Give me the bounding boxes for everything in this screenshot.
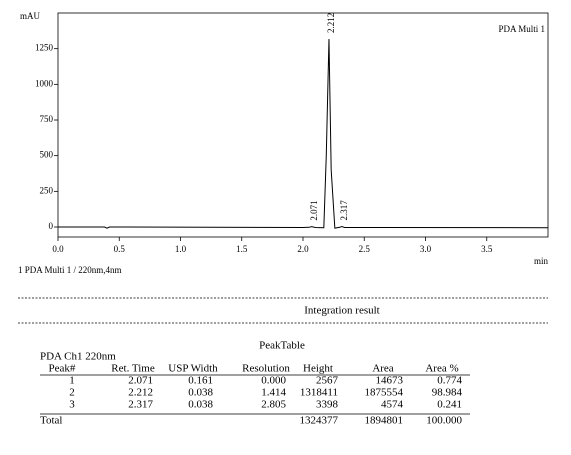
x-tick-label: 0.0 [52, 244, 64, 254]
y-tick-label: 1250 [35, 43, 54, 53]
table-cell: 2567 [316, 375, 339, 387]
table-cell: 14673 [376, 375, 404, 387]
column-header: Resolution [242, 363, 290, 375]
caption: 1 PDA Multi 1 / 220nm,4nm [18, 265, 122, 275]
table-cell: 1318411 [300, 387, 338, 399]
table-cell: 2.071 [128, 375, 153, 387]
table-title: PeakTable [259, 340, 305, 352]
column-header: Ret. Time [111, 363, 155, 375]
y-tick-label: 0 [49, 221, 54, 231]
x-tick-label: 3.0 [420, 244, 432, 254]
table-total: Total [40, 415, 62, 427]
table-total: 1324377 [300, 415, 339, 427]
table-cell: 0.774 [437, 375, 462, 387]
table-cell: 0.161 [188, 375, 213, 387]
table-cell: 2.805 [261, 399, 286, 411]
table-cell: 1.414 [261, 387, 286, 399]
peak-label: 2.317 [339, 200, 349, 221]
x-tick-label: 1.0 [175, 244, 187, 254]
table-cell: 4574 [381, 399, 404, 411]
peak-label: 2.212 [326, 13, 336, 33]
x-tick-label: 3.5 [481, 244, 493, 254]
table-cell: 3398 [316, 399, 339, 411]
table-cell: 1875554 [365, 387, 404, 399]
table-cell: 3 [69, 399, 75, 411]
column-header: Area % [425, 363, 458, 375]
x-axis-label: min [534, 256, 549, 266]
table-cell: 0.000 [261, 375, 286, 387]
x-tick-label: 1.5 [236, 244, 248, 254]
x-tick-label: 2.0 [297, 244, 309, 254]
table-cell: 2.317 [128, 399, 153, 411]
column-header: USP Width [168, 363, 218, 375]
table-cell: 0.038 [188, 399, 213, 411]
y-tick-label: 750 [40, 114, 54, 124]
table-cell: 98.984 [432, 387, 463, 399]
table-cell: 2 [69, 387, 75, 399]
table-cell: 0.241 [437, 399, 462, 411]
table-total: 1894801 [365, 415, 404, 427]
y-axis-label: mAU [20, 11, 41, 21]
y-tick-label: 500 [40, 150, 54, 160]
trace [58, 38, 549, 229]
x-tick-label: 2.5 [359, 244, 371, 254]
y-tick-label: 250 [40, 185, 54, 195]
table-cell: 2.212 [128, 387, 153, 399]
plot-frame [57, 12, 549, 238]
column-header: Area [372, 363, 393, 375]
table-cell: 1 [69, 375, 75, 387]
column-header: Height [303, 363, 333, 375]
table-subtitle: PDA Ch1 220nm [40, 351, 116, 363]
table-cell: 0.038 [188, 387, 213, 399]
y-tick-label: 1000 [35, 78, 54, 88]
x-tick-label: 0.5 [114, 244, 126, 254]
column-header: Peak# [49, 363, 76, 375]
peak-label: 2.071 [309, 200, 319, 220]
section-title: Integration result [304, 305, 379, 317]
legend-entry: PDA Multi 1 [498, 24, 545, 34]
table-total: 100.000 [426, 415, 462, 427]
